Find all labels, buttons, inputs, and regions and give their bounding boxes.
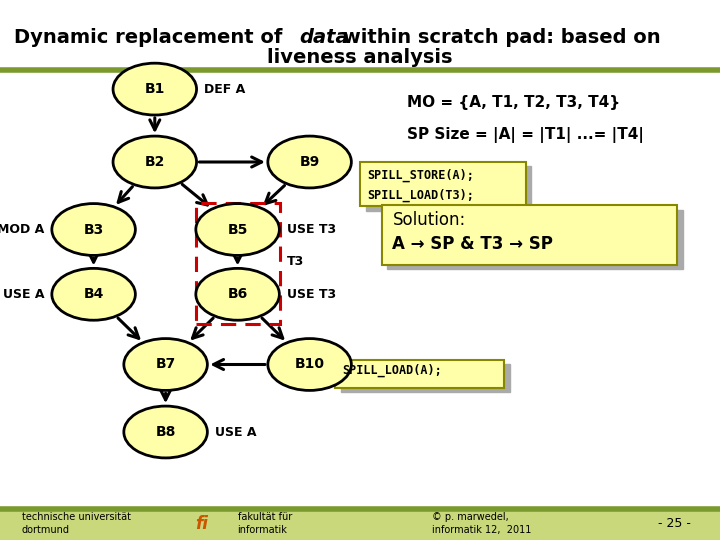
Ellipse shape bbox=[268, 339, 351, 390]
Text: SPILL_STORE(A);: SPILL_STORE(A); bbox=[367, 168, 474, 182]
Ellipse shape bbox=[52, 268, 135, 320]
Ellipse shape bbox=[113, 63, 197, 115]
Text: liveness analysis: liveness analysis bbox=[267, 48, 453, 68]
Text: SPILL_LOAD(T3);: SPILL_LOAD(T3); bbox=[367, 189, 474, 202]
Ellipse shape bbox=[268, 136, 351, 188]
Ellipse shape bbox=[124, 406, 207, 458]
Text: DEF A: DEF A bbox=[204, 83, 245, 96]
Text: B8: B8 bbox=[156, 425, 176, 439]
Text: USE T3: USE T3 bbox=[287, 223, 336, 236]
Text: B6: B6 bbox=[228, 287, 248, 301]
Text: - 25 -: - 25 - bbox=[658, 517, 691, 530]
Bar bbox=[341, 364, 510, 392]
Text: MOD A: MOD A bbox=[0, 223, 45, 236]
Text: SPILL_LOAD(A);: SPILL_LOAD(A); bbox=[342, 364, 442, 377]
Text: B5: B5 bbox=[228, 222, 248, 237]
Text: B9: B9 bbox=[300, 155, 320, 169]
Text: A → SP & T3 → SP: A → SP & T3 → SP bbox=[392, 235, 553, 253]
Ellipse shape bbox=[196, 268, 279, 320]
Text: © p. marwedel,
informatik 12,  2011: © p. marwedel, informatik 12, 2011 bbox=[432, 512, 531, 535]
Text: within scratch pad: based on: within scratch pad: based on bbox=[336, 28, 661, 48]
Bar bbox=[366, 166, 531, 211]
Text: fakultät für
informatik: fakultät für informatik bbox=[238, 512, 292, 535]
Ellipse shape bbox=[124, 339, 207, 390]
Bar bbox=[335, 360, 504, 388]
Bar bbox=[387, 210, 683, 269]
Text: B3: B3 bbox=[84, 222, 104, 237]
Text: technische universität
dortmund: technische universität dortmund bbox=[22, 512, 130, 535]
Ellipse shape bbox=[113, 136, 197, 188]
Text: USE A: USE A bbox=[3, 288, 45, 301]
Bar bbox=[382, 205, 677, 265]
Text: B7: B7 bbox=[156, 357, 176, 372]
Bar bbox=[0, 509, 720, 540]
Text: T3: T3 bbox=[287, 255, 304, 268]
Ellipse shape bbox=[52, 204, 135, 255]
Text: SP Size = |A| = |T1| ...= |T4|: SP Size = |A| = |T1| ...= |T4| bbox=[407, 127, 644, 143]
Text: B2: B2 bbox=[145, 155, 165, 169]
Bar bbox=[196, 202, 280, 324]
Text: MO = {A, T1, T2, T3, T4}: MO = {A, T1, T2, T3, T4} bbox=[407, 95, 620, 110]
Text: B4: B4 bbox=[84, 287, 104, 301]
Ellipse shape bbox=[196, 204, 279, 255]
Text: B1: B1 bbox=[145, 82, 165, 96]
Text: USE A: USE A bbox=[215, 426, 256, 438]
Text: data: data bbox=[299, 28, 348, 48]
Text: Solution:: Solution: bbox=[392, 211, 466, 228]
Text: fi: fi bbox=[195, 515, 208, 533]
Text: USE T3: USE T3 bbox=[287, 288, 336, 301]
Text: Dynamic replacement of: Dynamic replacement of bbox=[14, 28, 289, 48]
Text: B10: B10 bbox=[294, 357, 325, 372]
Bar bbox=[360, 162, 526, 206]
